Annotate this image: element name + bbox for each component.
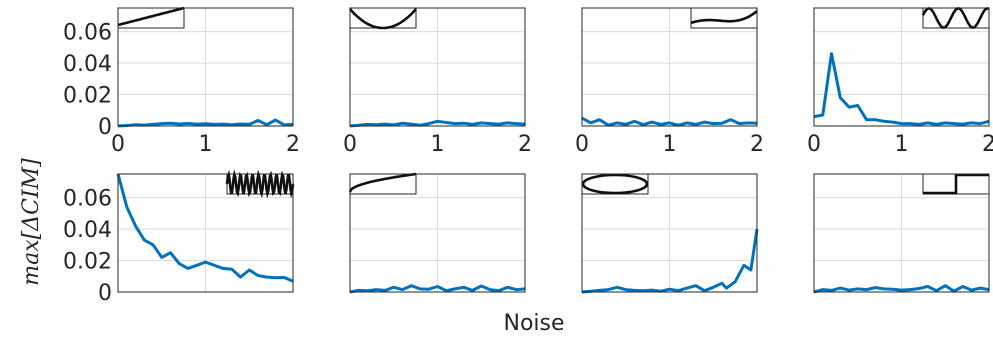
panel-3: 0 1 2 — [575, 7, 764, 157]
x-axis-label: Noise — [503, 311, 564, 336]
panel-4: 0 1 2 — [807, 7, 993, 157]
x-tick-label: 2 — [286, 132, 300, 157]
panel-7 — [581, 173, 759, 294]
inset-curve — [690, 10, 758, 25]
axes-box — [117, 7, 294, 127]
inset-curve — [581, 173, 649, 195]
y-tick-label: 0 — [98, 115, 112, 140]
x-tick-label: 1 — [431, 132, 445, 157]
axes-box — [813, 173, 990, 293]
axes-box — [349, 7, 526, 127]
series-line — [813, 52, 990, 126]
axes-box — [349, 173, 526, 293]
series-line — [117, 118, 294, 128]
series-line — [581, 228, 759, 294]
series-line — [116, 173, 294, 283]
inset-curve — [349, 8, 417, 30]
x-tick-label: 2 — [982, 132, 993, 157]
panel-6 — [348, 172, 526, 294]
x-tick-label: 1 — [199, 132, 213, 157]
x-tick-label: 2 — [518, 132, 532, 157]
series-line — [349, 119, 526, 128]
y-tick-label: 0.02 — [63, 250, 112, 275]
series-line — [581, 116, 758, 127]
y-tick-label: 0.06 — [63, 21, 112, 46]
axes-box — [813, 7, 990, 127]
x-tick-label: 2 — [750, 132, 764, 157]
y-tick-label: 0.02 — [63, 84, 112, 109]
series-line — [349, 284, 526, 294]
panel-5: 0 0.02 0.04 0.06 — [63, 169, 295, 306]
panels: 0 0.02 0.04 0.06 0 1 2 0 1 2 0 1 2 0 1 2 0 0.02 0.04 0.06 — [63, 6, 993, 306]
x-tick-label: 0 — [575, 132, 589, 157]
axes-box — [581, 7, 758, 127]
inset-curve — [117, 6, 185, 27]
y-tick-label: 0.04 — [63, 52, 112, 77]
panel-8 — [813, 173, 990, 294]
inset-curve — [225, 169, 295, 199]
x-tick-label: 0 — [111, 132, 125, 157]
panel-1: 0 0.02 0.04 0.06 0 1 2 — [63, 6, 300, 157]
axes-box — [117, 173, 294, 293]
y-tick-label: 0.04 — [63, 218, 112, 243]
x-tick-label: 1 — [895, 132, 909, 157]
x-tick-label: 0 — [807, 132, 821, 157]
x-tick-label: 1 — [663, 132, 677, 157]
inset-curve — [923, 173, 989, 195]
y-tick-label: 0 — [98, 281, 112, 306]
series-line — [813, 284, 990, 294]
inset-curve — [921, 7, 990, 29]
inset-curve — [348, 172, 417, 193]
panel-2: 0 1 2 — [343, 7, 532, 157]
axes-box — [581, 173, 758, 293]
y-axis-label: max[ΔCIM] — [19, 158, 44, 286]
y-tick-label: 0.06 — [63, 187, 112, 212]
x-tick-label: 0 — [343, 132, 357, 157]
